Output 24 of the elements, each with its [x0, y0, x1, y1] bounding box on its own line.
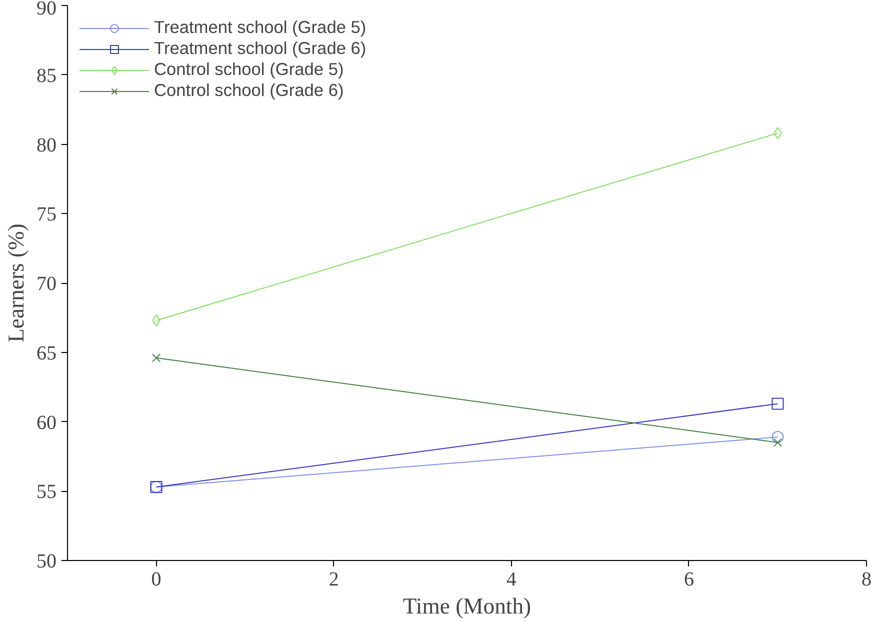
x-tick-label: 4	[506, 568, 516, 590]
y-tick-label: 55	[36, 481, 56, 504]
y-tick-label: 70	[36, 273, 56, 295]
y-tick-label: 65	[36, 342, 56, 364]
legend-label: Control school (Grade 6)	[154, 80, 344, 101]
legend-label: Control school (Grade 5)	[154, 59, 344, 80]
point	[152, 354, 161, 362]
point	[772, 398, 784, 410]
y-tick-label: 60	[36, 412, 56, 434]
y-tick-label: 80	[36, 134, 56, 156]
x-tick-label: 6	[684, 568, 694, 590]
y-tick-label: 90	[36, 0, 56, 20]
x-axis-title: Time (Month)	[402, 594, 532, 618]
x-tick-label: 0	[151, 568, 162, 590]
point	[773, 438, 782, 447]
point	[772, 431, 784, 443]
y-tick-label: 85	[36, 64, 56, 87]
legend-label: Treatment school (Grade 6)	[154, 38, 366, 59]
x-tick-label: 8	[862, 568, 871, 590]
y-tick-label: 75	[36, 204, 56, 226]
y-tick-label: 50	[36, 550, 56, 572]
x-tick-label: 2	[328, 568, 339, 590]
legend-label: Treatment school (Grade 5)	[154, 17, 366, 38]
y-axis-title: Learners (%)	[4, 224, 28, 342]
